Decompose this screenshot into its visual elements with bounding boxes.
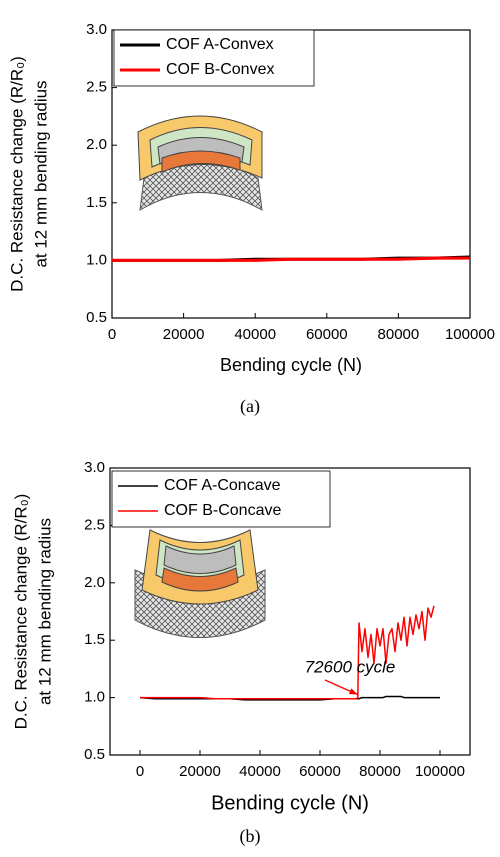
legend-box	[113, 29, 315, 87]
legend: COF A-Concave COF B-Concave	[111, 470, 331, 528]
data-line	[139, 695, 440, 701]
legend-label: COF B-Concave	[164, 502, 281, 519]
chart: 0.5 1.0 1.5 2.0 2.5 3.0 0 20000 40000 60000 80000 1…	[7, 21, 495, 417]
inset-diagram	[134, 529, 266, 638]
y-tick-label: 2.0	[86, 136, 107, 153]
y-axis-label: at 12 mm bending radius	[31, 80, 50, 267]
x-axis-label: Bending cycle (N)	[220, 355, 362, 375]
annotation: 72600 cycle	[305, 657, 396, 676]
y-tick-label: 2.5	[84, 516, 105, 533]
y-axis-label: D.C. Resistance change (R/R₀)	[11, 494, 30, 730]
legend-box	[111, 470, 331, 528]
x-tick-label: 60000	[299, 763, 341, 780]
x-tick-label: 40000	[239, 763, 281, 780]
y-tick-label: 3.0	[84, 459, 105, 476]
y-tick-label: 2.5	[86, 79, 107, 96]
x-tick-label: 0	[108, 326, 116, 343]
x-tick-label: 40000	[234, 326, 276, 343]
plot-frame	[109, 467, 471, 756]
y-tick-label: 0.5	[84, 746, 105, 763]
legend-label: COF B-Convex	[166, 61, 274, 78]
x-tick-label: 20000	[163, 326, 205, 343]
x-tick-label: 100000	[445, 326, 495, 343]
data-line	[140, 605, 435, 700]
y-tick-label: 1.0	[84, 689, 105, 706]
legend: COF A-Convex COF B-Convex	[113, 29, 315, 87]
y-tick-label: 2.0	[84, 574, 105, 591]
x-tick-label: 80000	[378, 326, 420, 343]
x-axis-label: Bending cycle (N)	[211, 792, 369, 814]
y-tick-label: 3.0	[86, 21, 107, 38]
legend-label: COF A-Concave	[164, 477, 281, 494]
inset-diagram	[137, 115, 263, 211]
data-line	[112, 256, 470, 262]
y-axis-label: D.C. Resistance change (R/R₀)	[7, 56, 26, 292]
x-tick-label: 20000	[179, 763, 221, 780]
y-tick-label: 0.5	[86, 309, 107, 326]
y-tick-label: 1.5	[84, 631, 105, 648]
x-tick-label: 80000	[359, 763, 401, 780]
y-axis-label: at 12 mm bending radius	[35, 518, 54, 705]
chart: 0.5 1.0 1.5 2.0 2.5 3.0 0 20000 40000 60000 80000 1…	[11, 459, 471, 847]
x-tick-label: 100000	[415, 763, 465, 780]
caption: (b)	[240, 826, 261, 847]
x-tick-label: 60000	[306, 326, 348, 343]
x-tick-label: 0	[136, 763, 144, 780]
caption: (a)	[240, 396, 260, 417]
y-tick-label: 1.5	[86, 194, 107, 211]
arrow-head	[348, 688, 358, 695]
legend-label: COF A-Convex	[166, 36, 274, 53]
y-tick-label: 1.0	[86, 251, 107, 268]
